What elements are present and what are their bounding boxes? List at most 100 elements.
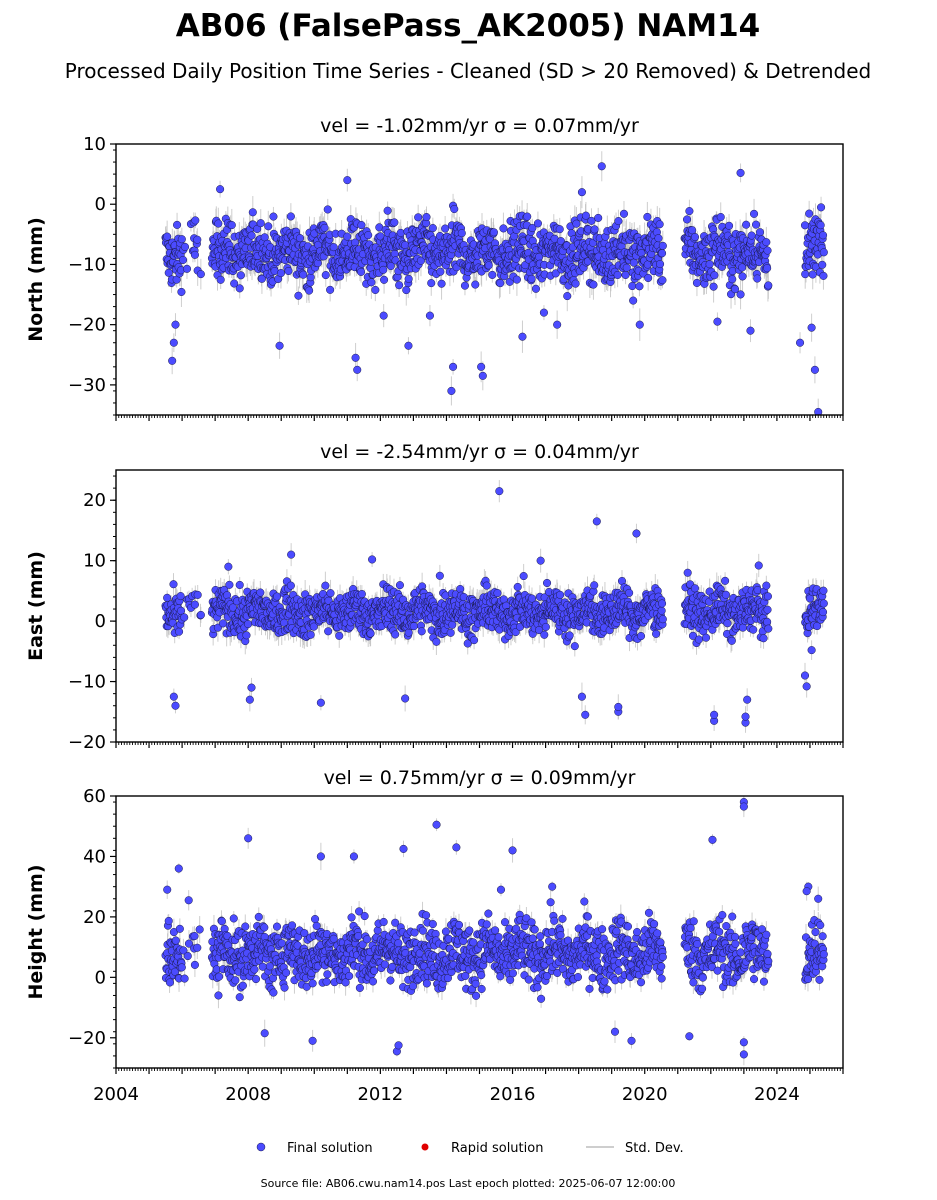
north-data-point [629,296,638,305]
north-data-point [527,274,536,283]
north-data-point [383,206,392,215]
north-data-point [807,323,816,332]
north-data-point [594,213,603,223]
east-data-point [272,592,282,601]
north-data-point [164,268,173,277]
north-data-point [736,290,745,299]
north-data-point [709,282,718,291]
north-data-point [613,270,622,280]
north-data-point [736,168,745,177]
east-data-point [225,580,234,589]
north-data-point [635,320,644,329]
north-data-point [450,204,459,214]
north-data-point [685,207,694,216]
north-data-point [236,271,245,280]
north-data-point [343,176,352,185]
north-data-point [556,237,565,246]
north-data-point [230,279,239,288]
east-data-point [193,590,202,599]
north-data-point [555,225,564,234]
north-data-point [390,218,399,227]
north-data-point [286,212,295,221]
north-data-point [379,265,388,274]
north-data-point [755,228,765,237]
north-y-tick-label: 0 [95,194,106,215]
north-data-point [305,286,314,295]
north-data-point [658,241,667,250]
north-data-point [323,205,332,214]
north-data-point [488,270,497,279]
east-data-point [176,592,185,601]
north-data-point [643,212,652,222]
north-data-point [818,260,827,269]
north-data-point [177,287,186,296]
north-data-point [177,235,186,244]
north-data-point [214,219,223,228]
east-data-point [219,619,228,628]
east-data-point [235,580,244,590]
north-data-point [762,238,771,247]
north-data-point [489,228,498,237]
north-data-point [622,263,631,272]
north-data-point [193,235,202,244]
north-data-point [216,275,225,284]
north-data-point [447,386,456,395]
north-data-point [196,270,205,279]
north-data [161,151,828,415]
north-data-point [805,209,814,218]
north-data-point [590,225,599,234]
north-data-point [523,212,532,221]
north-data-point [401,241,410,250]
north-data-point [563,292,572,301]
north-data-point [749,209,759,218]
east-data-point [228,603,238,612]
north-data-point [692,278,701,287]
north-data-point [725,221,734,230]
north-data-point [819,248,828,257]
north-y-tick-label: −30 [68,375,106,396]
north-data-point [742,220,751,229]
north-data-point [751,220,761,229]
east-data-point [256,588,265,597]
north-data-point [655,220,664,229]
north-data-point [248,208,257,217]
north-data-point [191,216,200,225]
north-data-point [257,274,266,283]
north-data-point [512,275,521,284]
north-data-point [753,274,762,283]
north-data-point [380,275,389,284]
north-data-point [299,270,308,279]
north-data-point [402,286,411,295]
east-data-point [190,600,199,609]
north-data-point [619,209,629,218]
north-data-point [379,311,388,320]
north-data-point [713,317,722,326]
north-data-point [738,263,747,272]
north-data-point [764,281,773,290]
north-data-point [518,332,527,341]
north-data-point [425,311,434,320]
north-data-point [216,185,225,194]
north-data-point [182,264,192,273]
east-data-point [180,613,189,622]
north-data-point [168,356,177,365]
north-data-point [587,216,596,225]
north-data-point [416,256,425,265]
north-data-point [404,274,413,283]
north-y-tick-label: −20 [68,315,106,336]
north-data-point [814,407,823,415]
north-data-point [353,365,362,374]
north-data-point [581,211,590,220]
north-data-point [295,234,305,243]
north-data-point [477,362,486,371]
north-data-point [808,270,817,279]
north-data-point [320,223,329,232]
north-data-point [682,215,692,224]
north-data-point [484,261,493,270]
north-data-point [800,221,810,230]
north-data-point [253,224,262,234]
north-data-point [571,279,580,288]
north-data-point [818,231,828,240]
north-y-axis-label: North (mm) [25,217,47,342]
north-data-point [294,291,303,300]
